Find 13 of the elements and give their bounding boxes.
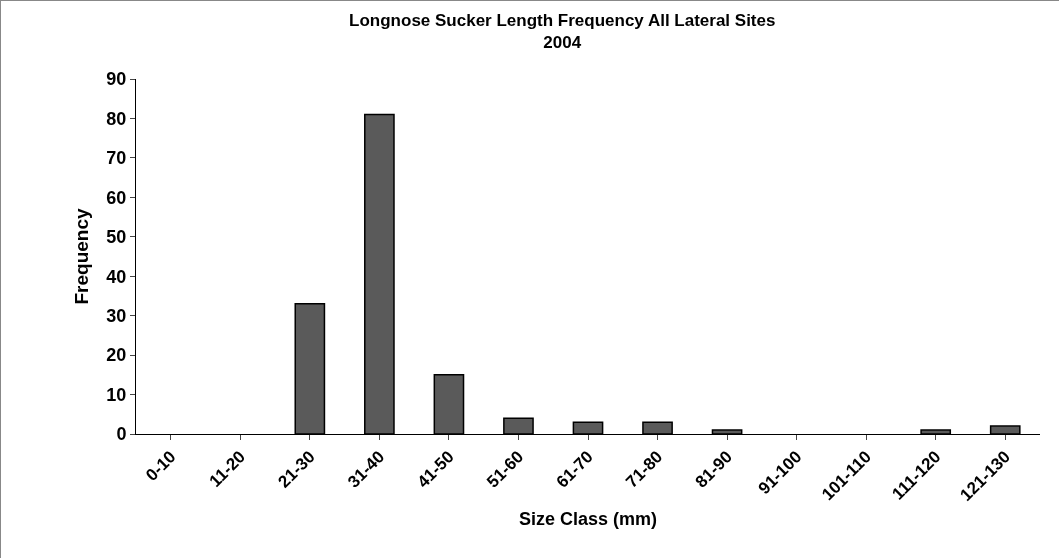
y-tick-label: 40	[106, 266, 127, 287]
y-tick-label: 50	[106, 227, 127, 248]
y-tick-label: 60	[106, 187, 127, 208]
y-tick-label: 80	[106, 108, 127, 129]
x-axis-title: Size Class (mm)	[518, 508, 658, 529]
y-tick-label: 0	[116, 424, 127, 445]
y-tick-label: 70	[106, 148, 127, 169]
y-tick-label: 30	[106, 305, 127, 326]
y-tick-label: 20	[106, 345, 127, 366]
chart-title: Longnose Sucker Length Frequency All Lateral Sites 2004	[349, 11, 776, 53]
y-tick-label: 90	[106, 69, 127, 90]
y-tick-label: 10	[106, 384, 127, 405]
y-axis-title: Frequency	[71, 208, 93, 305]
